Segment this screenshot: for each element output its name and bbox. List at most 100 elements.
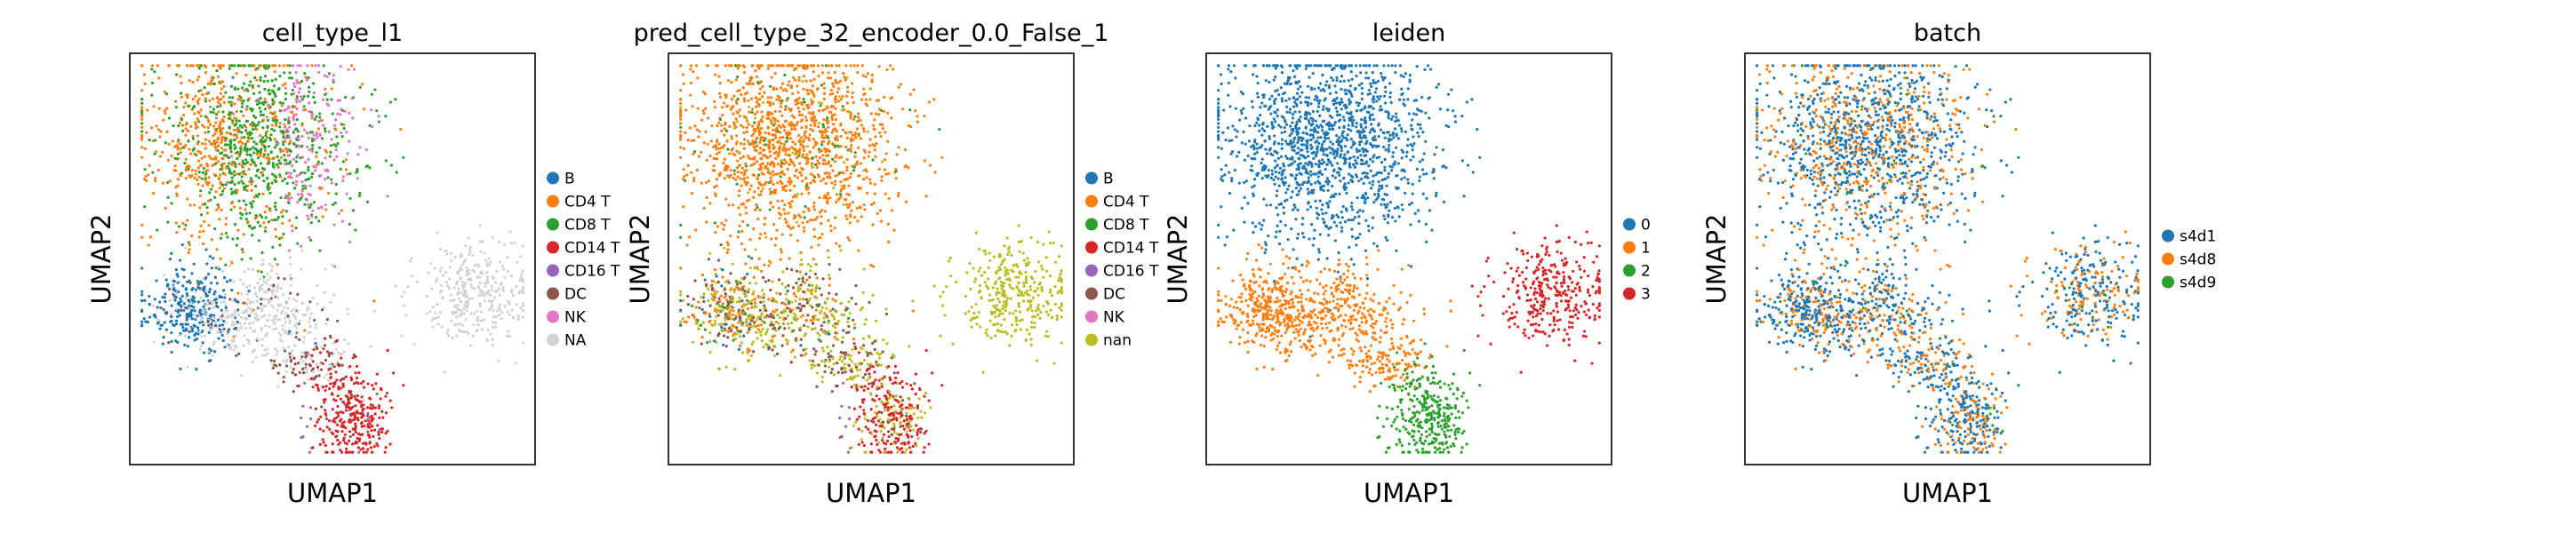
scatter-point xyxy=(443,370,446,374)
scatter-point xyxy=(748,349,752,353)
scatter-point xyxy=(272,284,276,288)
scatter-point xyxy=(220,317,223,321)
scatter-point xyxy=(521,244,524,248)
scatter-point xyxy=(218,98,221,101)
scatter-point xyxy=(332,203,335,206)
scatter-point xyxy=(304,107,308,112)
scatter-point xyxy=(827,125,830,129)
scatter-point xyxy=(362,107,366,111)
scatter-point xyxy=(287,191,291,195)
scatter-point xyxy=(236,150,239,154)
scatter-point xyxy=(823,210,828,213)
scatter-point xyxy=(311,143,315,147)
scatter-point xyxy=(217,110,220,114)
scatter-point xyxy=(235,243,238,247)
scatter-point xyxy=(271,288,276,291)
scatter-point xyxy=(324,388,327,393)
scatter-point xyxy=(784,221,788,225)
scatter-point xyxy=(340,430,344,434)
scatter-point xyxy=(812,174,815,178)
scatter-point xyxy=(232,348,236,352)
scatter-point xyxy=(220,193,224,196)
scatter-point xyxy=(225,154,228,157)
scatter-point xyxy=(266,352,269,355)
scatter-point xyxy=(717,91,722,95)
scatter-point xyxy=(521,315,524,319)
scatter-point xyxy=(791,91,795,95)
scatter-point xyxy=(164,278,168,282)
scatter-point xyxy=(322,64,325,68)
scatter-point xyxy=(354,422,357,426)
scatter-point xyxy=(506,269,510,273)
scatter-point xyxy=(851,82,854,85)
scatter-point xyxy=(817,125,820,129)
scatter-point xyxy=(521,286,524,290)
scatter-point xyxy=(738,108,741,112)
scatter-point xyxy=(282,143,285,147)
scatter-point xyxy=(807,91,811,96)
scatter-point xyxy=(289,139,292,143)
scatter-point xyxy=(790,114,795,118)
scatter-point xyxy=(312,95,316,99)
scatter-point xyxy=(766,96,770,99)
scatter-point xyxy=(267,145,271,148)
scatter-point xyxy=(818,195,821,200)
scatter-point xyxy=(359,411,363,416)
scatter-point xyxy=(237,199,241,203)
scatter-point xyxy=(735,285,739,289)
scatter-point xyxy=(755,203,758,207)
scatter-point xyxy=(218,81,221,84)
scatter-point xyxy=(884,131,887,134)
scatter-point xyxy=(880,175,884,179)
scatter-point xyxy=(212,107,216,111)
scatter-point xyxy=(820,64,824,68)
scatter-point xyxy=(853,151,857,155)
scatter-point xyxy=(861,127,866,131)
scatter-point xyxy=(245,153,249,156)
scatter-point xyxy=(870,203,874,206)
scatter-point xyxy=(177,290,180,294)
scatter-point xyxy=(846,316,851,320)
scatter-point xyxy=(704,107,708,110)
scatter-point xyxy=(247,167,251,171)
scatter-point xyxy=(356,376,359,380)
scatter-point xyxy=(231,122,235,125)
scatter-point xyxy=(770,76,773,79)
scatter-point xyxy=(700,181,703,185)
scatter-point xyxy=(288,219,292,222)
scatter-point xyxy=(220,295,224,299)
scatter-point xyxy=(867,155,870,158)
scatter-point xyxy=(143,205,147,209)
scatter-point xyxy=(822,97,826,101)
scatter-point xyxy=(810,163,813,168)
scatter-point xyxy=(348,418,352,421)
scatter-point xyxy=(297,135,300,139)
scatter-point xyxy=(761,84,764,89)
scatter-point xyxy=(826,191,829,195)
scatter-point xyxy=(334,399,338,402)
scatter-point xyxy=(828,262,831,266)
scatter-point xyxy=(500,310,504,314)
scatter-point xyxy=(268,161,271,164)
scatter-point xyxy=(196,166,200,170)
scatter-point xyxy=(780,199,784,203)
scatter-point xyxy=(339,65,342,68)
scatter-point xyxy=(370,407,373,410)
scatter-point xyxy=(249,177,252,180)
scatter-point xyxy=(813,289,818,293)
scatter-point xyxy=(827,321,830,324)
scatter-point xyxy=(372,387,375,391)
scatter-point xyxy=(359,400,363,403)
scatter-point xyxy=(248,131,252,134)
scatter-point xyxy=(724,291,727,296)
scatter-point xyxy=(447,334,451,338)
scatter-point xyxy=(236,156,239,161)
scatter-point xyxy=(168,258,172,261)
scatter-point xyxy=(298,338,301,341)
scatter-point xyxy=(761,162,764,165)
scatter-point xyxy=(825,314,828,318)
scatter-point xyxy=(815,165,819,169)
scatter-point xyxy=(744,211,748,215)
scatter-point xyxy=(839,98,844,101)
scatter-point xyxy=(162,336,165,339)
